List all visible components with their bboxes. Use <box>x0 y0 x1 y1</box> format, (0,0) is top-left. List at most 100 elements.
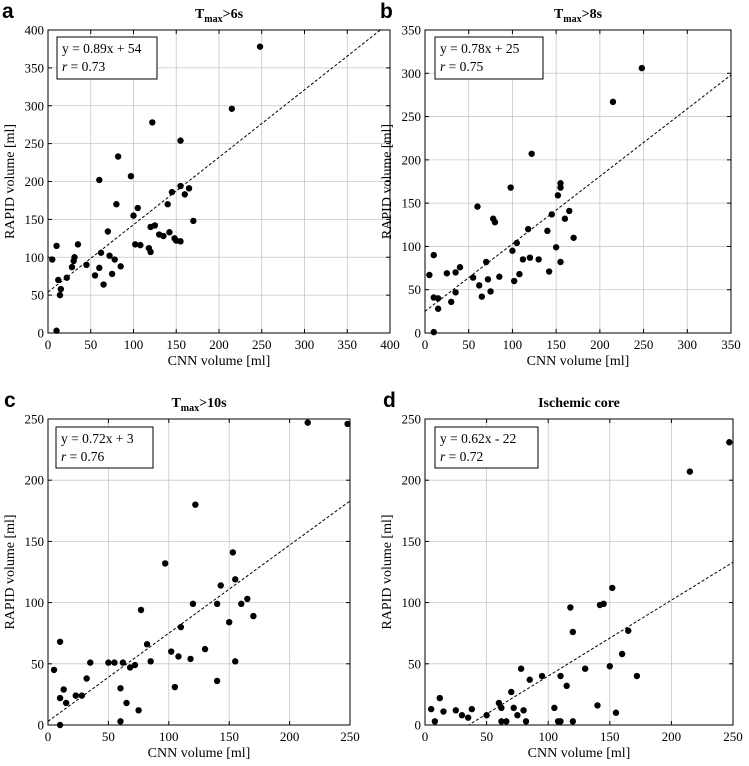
data-point <box>526 254 534 261</box>
title-rest: >6s <box>223 7 244 22</box>
data-point <box>213 600 221 608</box>
chart-title: Tmax>8s <box>554 7 603 25</box>
data-point <box>458 712 466 719</box>
plot-area <box>425 30 731 333</box>
y-tick-label: 350 <box>402 23 422 38</box>
data-point <box>137 241 144 249</box>
data-point <box>111 256 118 263</box>
annotation-box <box>434 426 539 469</box>
y-axis-label: RAPID volume [ml] <box>380 514 395 629</box>
data-point <box>108 270 116 278</box>
data-point <box>456 264 464 271</box>
y-tick-label: 0 <box>38 718 45 733</box>
data-point <box>570 234 577 241</box>
x-tick-label: 150 <box>167 337 187 352</box>
data-point <box>510 277 518 285</box>
data-point <box>427 705 435 713</box>
data-point <box>468 705 476 713</box>
data-point <box>344 420 351 428</box>
y-tick-label: 300 <box>402 66 422 81</box>
data-point <box>91 272 99 279</box>
x-tick-label: 200 <box>590 337 610 352</box>
data-point <box>177 137 184 144</box>
data-point <box>476 282 483 289</box>
data-point <box>625 627 632 634</box>
data-point <box>189 600 197 608</box>
data-point <box>557 258 564 266</box>
chart-panel-b: 0 50 100 150 200 250 300 350 0 50 100 150 200 250 300 3… <box>380 7 741 369</box>
data-point <box>469 274 477 281</box>
chart-panel-c: 0 50 100 150 200 250 0 50 100 150 200 250 CNN volume… <box>3 396 360 761</box>
title-main: Ischemic core <box>538 396 620 411</box>
data-point <box>569 628 577 636</box>
fit-equation: y = 0.78x + 25 <box>440 41 520 56</box>
title-subscript: max <box>563 14 581 25</box>
data-point <box>123 699 130 707</box>
data-point <box>78 692 86 699</box>
data-point <box>452 289 459 296</box>
data-point <box>55 276 62 284</box>
data-point <box>190 217 197 225</box>
data-point <box>609 584 616 592</box>
data-point <box>538 672 546 680</box>
data-point <box>508 688 515 696</box>
data-point <box>53 327 60 334</box>
x-axis-label: CNN volume [ml] <box>148 746 251 761</box>
data-point <box>127 172 135 180</box>
data-point <box>478 293 486 300</box>
data-point <box>244 595 251 603</box>
data-point <box>581 665 589 672</box>
data-point <box>132 241 139 248</box>
data-point <box>131 661 139 669</box>
y-tick-label: 50 <box>408 282 421 297</box>
data-point <box>487 288 494 295</box>
data-point <box>452 269 459 276</box>
data-point <box>228 105 236 112</box>
data-point <box>117 263 124 270</box>
panel-label-c: c <box>4 389 16 412</box>
data-point <box>149 119 156 126</box>
data-point <box>495 699 503 707</box>
x-tick-label: 200 <box>662 729 682 744</box>
data-point <box>304 419 311 426</box>
data-point <box>516 270 523 278</box>
x-axis-label: CNN volume [ml] <box>528 746 631 761</box>
data-point <box>83 261 90 269</box>
data-point <box>226 618 233 626</box>
data-point <box>484 276 492 283</box>
data-point <box>187 655 194 663</box>
data-point <box>151 222 159 229</box>
data-point <box>474 203 481 210</box>
data-point <box>443 270 451 277</box>
correlation-symbol: r <box>61 449 67 464</box>
y-tick-label: 250 <box>402 109 422 124</box>
data-point <box>62 699 70 707</box>
data-point <box>436 694 443 702</box>
data-point <box>563 682 570 690</box>
data-point <box>177 238 184 245</box>
data-point <box>503 718 510 725</box>
title-subscript: max <box>204 14 222 25</box>
data-point <box>117 685 124 692</box>
data-point <box>483 258 490 266</box>
x-tick-label: 250 <box>340 729 360 744</box>
correlation-value: = 0.72 <box>445 449 483 464</box>
data-point <box>498 704 505 712</box>
data-point <box>256 43 264 50</box>
data-point <box>232 658 239 665</box>
data-point <box>430 251 437 259</box>
data-point <box>545 268 553 275</box>
fit-equation: y = 0.72x + 3 <box>61 431 134 446</box>
chart-title: Tmax>10s <box>171 396 227 414</box>
data-point <box>147 658 154 665</box>
data-point <box>100 281 107 288</box>
x-tick-label: 300 <box>678 337 698 352</box>
data-point <box>177 623 185 631</box>
data-point <box>528 150 535 157</box>
x-tick-label: 150 <box>219 729 239 744</box>
data-point <box>130 212 137 219</box>
data-point <box>147 248 154 256</box>
correlation-symbol: r <box>62 59 68 74</box>
x-tick-label: 400 <box>380 337 400 352</box>
data-point <box>104 228 112 235</box>
